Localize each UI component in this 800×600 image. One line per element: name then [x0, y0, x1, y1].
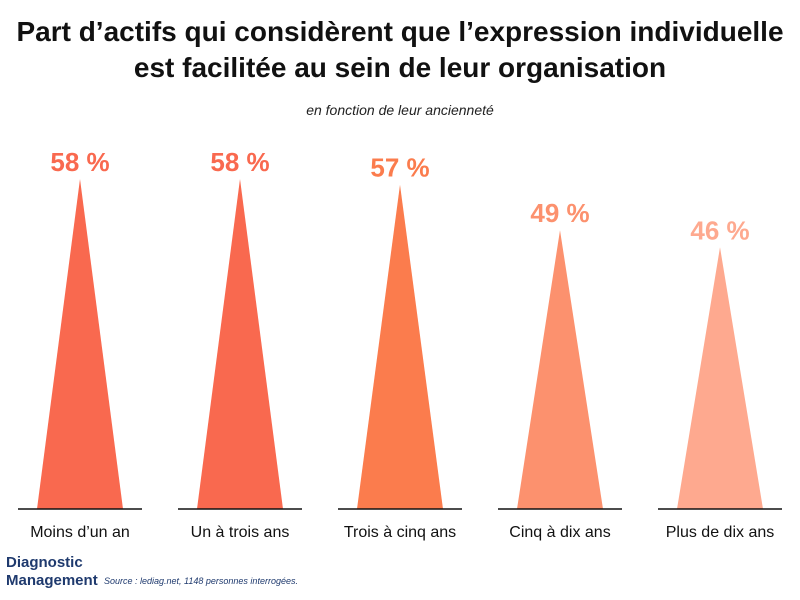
chart-subtitle: en fonction de leur ancienneté: [306, 102, 494, 118]
category-label-3: Trois à cinq ans: [344, 524, 456, 541]
brand-line1: Diagnostic: [6, 554, 83, 571]
category-label-5: Plus de dix ans: [666, 524, 775, 541]
data-label-3: 57 %: [370, 153, 429, 183]
bar-1: [37, 179, 123, 509]
category-label-2: Un à trois ans: [191, 524, 290, 541]
bar-4: [517, 230, 603, 509]
chart-title: Part d’actifs qui considèrent que l’expr…: [0, 14, 800, 86]
data-label-5: 46 %: [690, 215, 749, 245]
bar-3: [357, 184, 443, 510]
category-label-1: Moins d’un an: [30, 524, 130, 541]
chart-title-line2: est facilitée au sein de leur organisati…: [133, 52, 667, 83]
source-note: Source : lediag.net, 1148 personnes inte…: [104, 576, 298, 586]
bar-2: [197, 179, 283, 509]
category-label-4: Cinq à dix ans: [509, 524, 610, 541]
data-label-2: 58 %: [210, 147, 269, 177]
brand-line2: Management: [6, 572, 98, 589]
brand-logo: Diagnostic Management: [6, 554, 98, 590]
bar-5: [677, 247, 763, 509]
chart-title-line1: Part d’actifs qui considèrent que l’expr…: [16, 16, 784, 47]
data-label-4: 49 %: [530, 198, 589, 228]
data-label-1: 58 %: [50, 147, 109, 177]
